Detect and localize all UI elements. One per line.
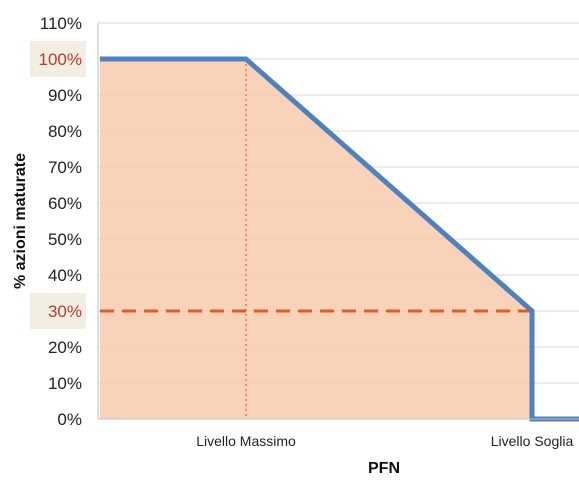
x-category-label: Livello Soglia [491,433,574,449]
y-tick-label: 40% [48,266,82,285]
y-tick-label: 110% [40,14,82,33]
y-tick-label: 50% [48,230,82,249]
y-tick-label: 0% [57,410,82,429]
tick-highlights [30,41,86,329]
x-axis-label: PFN [368,460,400,477]
y-tick-label: 100% [39,50,82,69]
x-category-label: Livello Massimo [196,433,296,449]
y-tick-label: 70% [48,158,82,177]
x-category-labels: Livello Massimo Livello Soglia [196,433,573,449]
y-tick-label: 80% [48,122,82,141]
y-tick-label: 90% [48,86,82,105]
y-tick-label: 20% [48,338,82,357]
y-axis-label: % azioni maturate [12,153,29,289]
y-tick-label: 10% [48,374,82,393]
y-tick-label: 30% [48,302,82,321]
y-tick-label: 60% [48,194,82,213]
